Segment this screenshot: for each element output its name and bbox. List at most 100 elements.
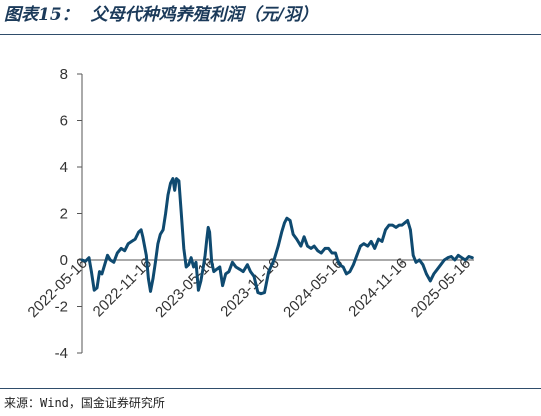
data-point xyxy=(80,258,84,262)
x-tick-label: 2024-11-16 xyxy=(345,255,410,320)
data-point xyxy=(134,237,137,241)
data-point xyxy=(84,260,87,263)
data-point xyxy=(207,226,210,229)
data-point xyxy=(384,228,387,231)
data-point xyxy=(116,251,119,255)
data-point xyxy=(453,258,456,262)
y-tick-label: 2 xyxy=(60,206,68,223)
data-point xyxy=(460,256,463,259)
data-point xyxy=(457,254,460,257)
data-point xyxy=(342,265,345,269)
data-point xyxy=(218,265,221,269)
data-point xyxy=(400,223,404,227)
x-tick-label: 2024-05-16 xyxy=(280,255,346,321)
data-point xyxy=(370,240,373,243)
data-point xyxy=(414,261,418,264)
data-point xyxy=(280,230,283,234)
data-point xyxy=(272,258,276,262)
data-point xyxy=(348,270,352,273)
data-point xyxy=(406,219,409,222)
data-point xyxy=(98,270,101,273)
data-point xyxy=(154,261,157,264)
data-point xyxy=(316,249,319,252)
data-point xyxy=(285,217,289,220)
y-tick-label: -2 xyxy=(55,299,68,316)
data-point xyxy=(156,242,160,245)
data-point xyxy=(194,261,198,264)
chart-title: 图表15： 父母代种鸡养殖利润（元/羽） xyxy=(4,2,318,28)
data-point xyxy=(147,277,150,280)
data-point xyxy=(123,249,126,252)
data-point xyxy=(387,223,391,227)
data-point xyxy=(355,254,359,257)
data-point xyxy=(373,247,376,250)
data-point xyxy=(313,244,316,248)
data-point xyxy=(246,263,249,266)
data-point xyxy=(215,268,218,271)
data-point xyxy=(330,251,334,255)
y-tick-label: 4 xyxy=(60,159,68,176)
header-divider xyxy=(0,34,541,35)
data-point xyxy=(288,219,292,222)
data-point xyxy=(345,272,348,276)
data-point xyxy=(171,177,175,180)
data-point xyxy=(450,255,453,258)
data-point xyxy=(403,221,406,224)
data-point xyxy=(362,242,365,245)
data-point xyxy=(103,263,106,266)
data-point xyxy=(100,272,104,276)
data-point xyxy=(120,247,123,250)
data-point xyxy=(231,261,234,264)
data-point xyxy=(432,272,435,276)
data-point xyxy=(242,270,245,273)
y-tick-label: -4 xyxy=(55,345,68,362)
data-point xyxy=(161,228,165,231)
y-tick-label: 6 xyxy=(60,113,68,130)
data-point xyxy=(234,265,238,269)
data-point xyxy=(283,221,286,224)
data-point xyxy=(302,235,306,238)
data-point xyxy=(224,272,227,276)
data-point xyxy=(93,289,96,292)
data-point xyxy=(151,277,155,280)
x-tick-label: 2022-11-16 xyxy=(90,255,155,320)
data-point xyxy=(164,212,167,215)
y-tick-label: 8 xyxy=(60,66,68,83)
data-point xyxy=(177,179,181,183)
data-point xyxy=(327,247,330,250)
data-point xyxy=(338,263,341,266)
data-point xyxy=(112,261,116,264)
data-point xyxy=(421,263,425,266)
data-point xyxy=(130,240,133,243)
data-point xyxy=(398,223,401,227)
data-point xyxy=(306,244,309,248)
data-point xyxy=(263,291,266,294)
data-point xyxy=(359,244,362,248)
data-point xyxy=(309,247,313,250)
data-point xyxy=(292,233,295,236)
data-point xyxy=(259,292,263,295)
data-point xyxy=(252,275,256,278)
x-axis-labels: 2022-05-162022-11-162023-05-162023-11-16… xyxy=(25,255,475,321)
data-point xyxy=(180,212,183,215)
data-point xyxy=(446,256,449,259)
y-tick-label: 0 xyxy=(60,252,68,269)
data-point xyxy=(197,289,200,292)
data-point xyxy=(334,251,337,255)
data-point xyxy=(169,182,172,185)
data-point xyxy=(391,223,394,227)
data-point xyxy=(95,286,99,290)
data-point xyxy=(409,228,412,231)
data-point xyxy=(238,268,241,271)
data-point xyxy=(299,244,303,248)
data-point xyxy=(425,272,428,276)
data-point xyxy=(439,263,442,266)
data-point xyxy=(145,254,148,257)
data-point xyxy=(394,226,398,229)
data-point xyxy=(471,256,474,259)
data-point xyxy=(366,244,369,248)
data-point xyxy=(199,279,203,283)
data-point xyxy=(203,254,207,257)
data-point xyxy=(352,263,355,266)
data-point xyxy=(166,193,170,197)
